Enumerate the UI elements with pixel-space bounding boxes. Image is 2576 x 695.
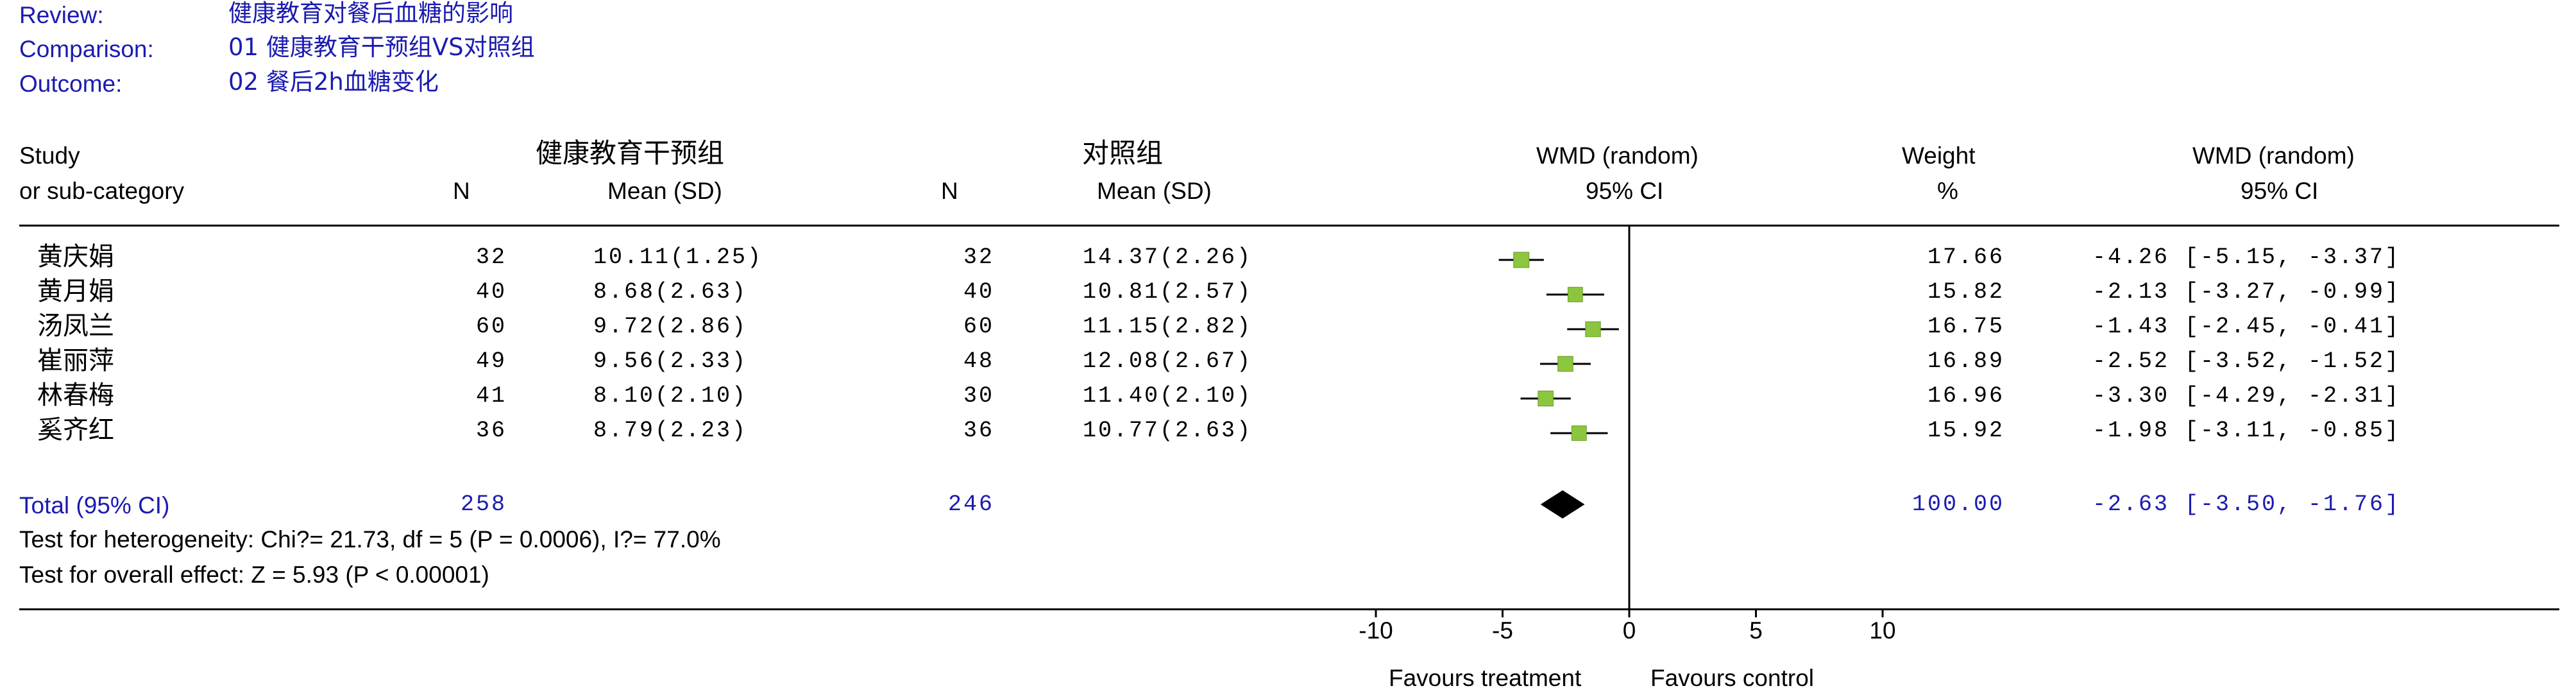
header-weight: Weight — [1902, 142, 1976, 169]
total-n1: 258 — [460, 492, 507, 517]
study-mean1: 8.68(2.63) — [593, 279, 748, 305]
header-ci-95: 95% CI — [2241, 178, 2319, 204]
study-mean2: 11.15(2.82) — [1083, 314, 1253, 339]
header-subcategory: or sub-category — [19, 178, 185, 204]
study-ci: -2.52 [-3.52, -1.52] — [2092, 348, 2401, 374]
study-weight: 15.82 — [1927, 279, 2004, 305]
header-weight-pct: % — [1937, 178, 1958, 204]
study-weight: 17.66 — [1927, 245, 2004, 270]
pooled-diamond — [1540, 490, 1585, 519]
study-ci: -1.43 [-2.45, -0.41] — [2092, 314, 2401, 339]
study-mean2: 12.08(2.67) — [1083, 348, 1253, 374]
x-tick-label: 10 — [1869, 617, 1895, 644]
study-mean2: 10.81(2.57) — [1083, 279, 1253, 305]
study-effect-square — [1557, 356, 1573, 372]
header-mean2: Mean (SD) — [1097, 178, 1212, 204]
study-mean1: 9.72(2.86) — [593, 314, 748, 339]
review-label: Review: — [19, 2, 104, 28]
study-effect-square — [1538, 390, 1554, 407]
header-wmd-ci: 95% CI — [1586, 178, 1664, 204]
study-weight: 16.75 — [1927, 314, 2004, 339]
study-n2: 30 — [963, 383, 994, 409]
study-weight: 15.92 — [1927, 418, 2004, 443]
total-label: Total (95% CI) — [19, 492, 170, 519]
study-name: 黄月娟 — [37, 277, 114, 306]
total-weight: 100.00 — [1911, 492, 2004, 517]
study-n1: 40 — [475, 279, 507, 305]
header-wmd: WMD (random) — [1536, 142, 1699, 169]
study-n2: 48 — [963, 348, 994, 374]
study-n2: 32 — [963, 245, 994, 270]
header-group2: 对照组 — [1082, 137, 1164, 169]
study-n2: 40 — [963, 279, 994, 305]
header-group1: 健康教育干预组 — [536, 137, 725, 169]
x-tick-label: -10 — [1359, 617, 1393, 644]
header-n1: N — [453, 178, 470, 204]
study-n1: 60 — [475, 314, 507, 339]
study-mean2: 10.77(2.63) — [1083, 418, 1253, 443]
study-mean2: 14.37(2.26) — [1083, 245, 1253, 270]
header-study: Study — [19, 142, 80, 169]
study-effect-square — [1571, 425, 1587, 441]
footer-rule — [19, 608, 2559, 610]
study-name: 黄庆娟 — [37, 242, 114, 271]
study-n2: 60 — [963, 314, 994, 339]
study-mean1: 8.10(2.10) — [593, 383, 748, 409]
study-ci: -1.98 [-3.11, -0.85] — [2092, 418, 2401, 443]
study-mean1: 8.79(2.23) — [593, 418, 748, 443]
study-name: 林春梅 — [37, 381, 114, 410]
study-effect-square — [1513, 252, 1530, 268]
favours-treatment-label: Favours treatment — [1389, 665, 1582, 691]
study-n1: 49 — [475, 348, 507, 374]
heterogeneity-test: Test for heterogeneity: Chi?= 21.73, df … — [19, 526, 721, 553]
study-name: 崔丽萍 — [37, 346, 114, 375]
outcome-label: Outcome: — [19, 71, 123, 97]
total-n2: 246 — [947, 492, 994, 517]
total-ci: -2.63 [-3.50, -1.76] — [2092, 492, 2401, 517]
study-n1: 36 — [475, 418, 507, 443]
study-weight: 16.96 — [1927, 383, 2004, 409]
x-tick-label: 0 — [1623, 617, 1636, 644]
comparison-label: Comparison: — [19, 36, 154, 62]
study-effect-square — [1568, 287, 1583, 302]
study-mean1: 10.11(1.25) — [593, 245, 763, 270]
study-ci: -4.26 [-5.15, -3.37] — [2092, 245, 2401, 270]
header-rule — [19, 225, 2559, 227]
study-name: 奚齐红 — [37, 415, 114, 445]
header-n2: N — [941, 178, 958, 204]
comparison-value: 01 健康教育干预组VS对照组 — [228, 33, 535, 61]
study-n1: 32 — [475, 245, 507, 270]
header-ci: WMD (random) — [2192, 142, 2355, 169]
header-mean1: Mean (SD) — [607, 178, 722, 204]
favours-control-label: Favours control — [1650, 665, 1814, 691]
review-value: 健康教育对餐后血糖的影响 — [228, 0, 513, 27]
study-mean2: 11.40(2.10) — [1083, 383, 1253, 409]
study-name: 汤凤兰 — [37, 311, 114, 341]
study-mean1: 9.56(2.33) — [593, 348, 748, 374]
study-ci: -2.13 [-3.27, -0.99] — [2092, 279, 2401, 305]
outcome-value: 02 餐后2h血糖变化 — [228, 68, 439, 96]
study-effect-square — [1585, 321, 1601, 338]
x-tick-label: -5 — [1492, 617, 1513, 644]
study-n2: 36 — [963, 418, 994, 443]
overall-effect-test: Test for overall effect: Z = 5.93 (P < 0… — [19, 562, 489, 588]
study-weight: 16.89 — [1927, 348, 2004, 374]
x-tick-label: 5 — [1749, 617, 1763, 644]
study-ci: -3.30 [-4.29, -2.31] — [2092, 383, 2401, 409]
study-n1: 41 — [475, 383, 507, 409]
